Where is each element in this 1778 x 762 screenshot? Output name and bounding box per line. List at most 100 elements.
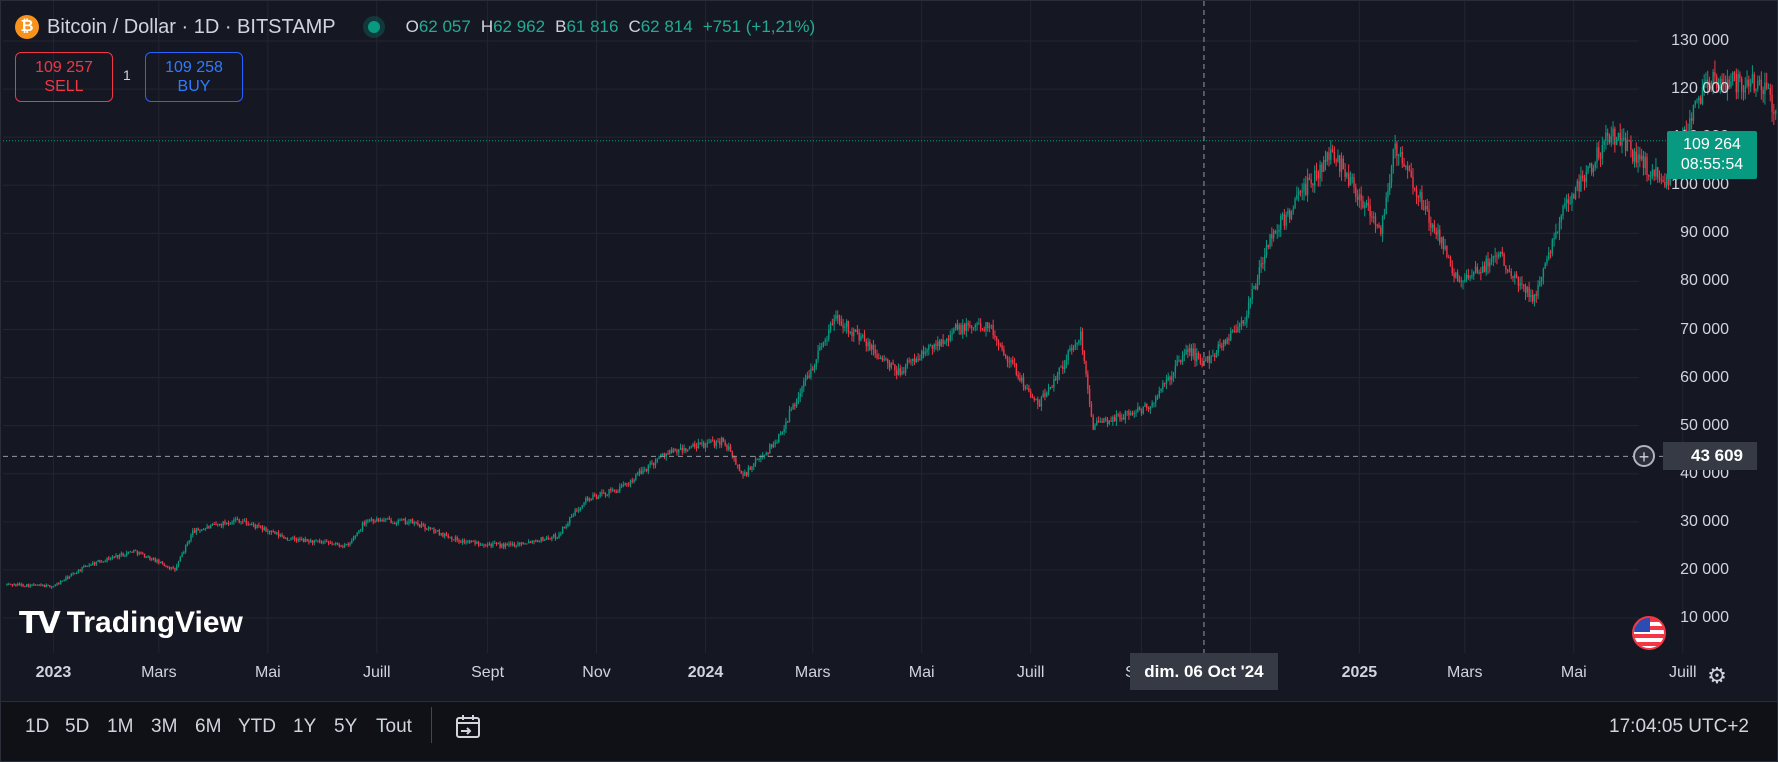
candle-body (1501, 251, 1504, 255)
candle-body (1049, 387, 1052, 390)
candle-body (1576, 181, 1579, 188)
candle-body (343, 544, 346, 547)
candle-body (1340, 158, 1343, 172)
candle-body (1004, 355, 1007, 357)
candle-body (356, 532, 358, 536)
candle-body (209, 524, 212, 529)
candle-body (381, 520, 383, 522)
candle-body (1094, 424, 1096, 430)
timezone-clock[interactable]: 17:04:05 UTC+2 (1609, 716, 1749, 737)
candle-body (840, 321, 842, 326)
range-button-6m[interactable]: 6M (195, 716, 222, 737)
candle-body (1138, 407, 1141, 410)
candle-body (1076, 342, 1078, 345)
candle-body (747, 467, 750, 476)
candle-body (690, 446, 692, 448)
candle-body (1440, 237, 1443, 243)
candle-body (302, 538, 305, 542)
range-button-1d[interactable]: 1D (25, 716, 50, 737)
candle-body (322, 542, 324, 544)
candle-body (333, 543, 335, 545)
candle-body (1153, 402, 1155, 404)
buy-button[interactable]: 109 258 BUY (145, 52, 243, 102)
candle-body (1331, 149, 1334, 152)
candle-body (1692, 104, 1695, 121)
candle-body (681, 447, 683, 451)
range-button-tout[interactable]: Tout (376, 716, 412, 737)
candle-body (694, 443, 696, 447)
candle-body (99, 560, 101, 563)
candle-body (867, 341, 869, 347)
candle-body (1071, 348, 1073, 350)
last-price: 109 264 (1683, 135, 1741, 153)
candle-body (1417, 196, 1420, 198)
candle-body (1130, 413, 1132, 416)
candle-body (1358, 194, 1361, 200)
candle-body (368, 520, 371, 522)
candle-body (1224, 340, 1227, 344)
candle-body (45, 584, 48, 588)
candle-body (862, 335, 864, 337)
symbol-header[interactable]: ₿ Bitcoin / Dollar · 1D · BITSTAMP O62 0… (15, 13, 815, 41)
candle-body (290, 537, 292, 541)
range-button-ytd[interactable]: YTD (238, 716, 276, 737)
candle-body (933, 344, 935, 349)
candle-body (197, 528, 199, 531)
candle-body (1081, 331, 1084, 351)
candle-body (1146, 403, 1148, 409)
candle-body (610, 489, 612, 491)
candle-body (1439, 229, 1441, 243)
candle-body (570, 516, 573, 518)
candle-body (1285, 214, 1287, 226)
candle-body (59, 581, 62, 584)
range-button-1y[interactable]: 1Y (293, 716, 317, 737)
symbol-title[interactable]: Bitcoin / Dollar · 1D · BITSTAMP (47, 15, 336, 38)
tradingview-logo[interactable]: 𝗧𝗩 TradingView (19, 605, 243, 641)
chart-canvas[interactable] (1, 1, 1777, 701)
candle-body (1567, 199, 1570, 204)
candle-body (1462, 280, 1464, 282)
candle-body (61, 580, 64, 582)
candle-body (572, 515, 575, 517)
candle-body (1630, 140, 1632, 150)
candle-body (1694, 101, 1696, 105)
candle-body (670, 450, 673, 453)
candle-body (1598, 147, 1600, 158)
quantity-value[interactable]: 1 (123, 67, 131, 83)
candle-body (1199, 358, 1202, 364)
candle-body (1585, 171, 1587, 182)
sell-button[interactable]: 109 257 SELL (15, 52, 113, 102)
candle-body (1267, 245, 1269, 248)
range-button-3m[interactable]: 3M (151, 716, 178, 737)
candle-body (1505, 265, 1507, 270)
date-range-icon[interactable] (453, 712, 483, 742)
candle-body (1046, 392, 1048, 397)
range-button-1m[interactable]: 1M (107, 716, 134, 737)
candle-body (1015, 364, 1018, 375)
candle-body (449, 537, 451, 539)
candle-body (1113, 417, 1116, 422)
time-tick-label: Juill (1016, 664, 1045, 681)
range-button-5d[interactable]: 5D (65, 716, 90, 737)
candle-body (447, 535, 449, 539)
candle-body (1464, 279, 1466, 281)
candle-body (633, 479, 635, 482)
plus-circle-icon[interactable]: + (1633, 445, 1655, 468)
candle-body (535, 540, 537, 542)
candle-body (828, 330, 830, 340)
candle-body (1231, 330, 1234, 332)
us-flag-icon[interactable] (1632, 616, 1666, 650)
candle-body (454, 537, 457, 541)
candle-body (251, 524, 253, 526)
candle-body (379, 520, 382, 522)
candle-body (1483, 266, 1486, 273)
range-button-5y[interactable]: 5Y (334, 716, 358, 737)
candle-body (1381, 215, 1384, 234)
candle-body (1044, 393, 1046, 397)
candle-body (1603, 141, 1605, 146)
candle-body (1060, 366, 1062, 368)
candle-body (292, 537, 294, 539)
gear-icon[interactable]: ⚙ (1707, 663, 1727, 688)
candle-body (1281, 214, 1284, 216)
time-tick-label: Mars (1447, 664, 1483, 681)
